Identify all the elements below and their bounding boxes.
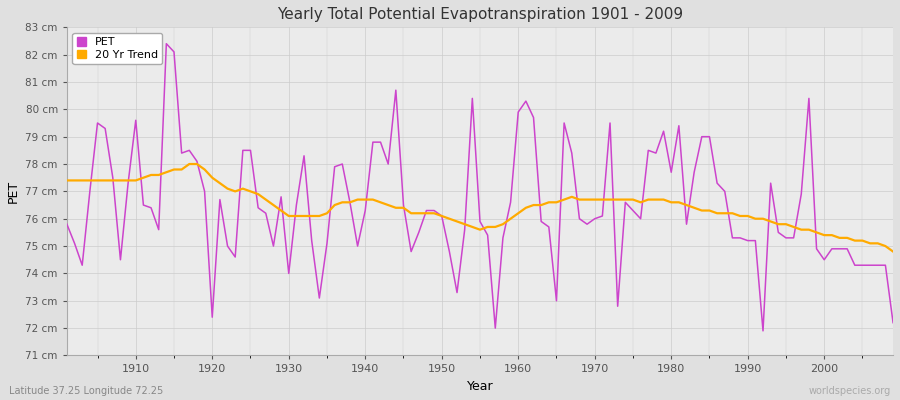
Legend: PET, 20 Yr Trend: PET, 20 Yr Trend (73, 33, 162, 64)
X-axis label: Year: Year (467, 380, 493, 393)
Y-axis label: PET: PET (7, 180, 20, 203)
Text: Latitude 37.25 Longitude 72.25: Latitude 37.25 Longitude 72.25 (9, 386, 163, 396)
Text: worldspecies.org: worldspecies.org (809, 386, 891, 396)
Title: Yearly Total Potential Evapotranspiration 1901 - 2009: Yearly Total Potential Evapotranspiratio… (277, 7, 683, 22)
